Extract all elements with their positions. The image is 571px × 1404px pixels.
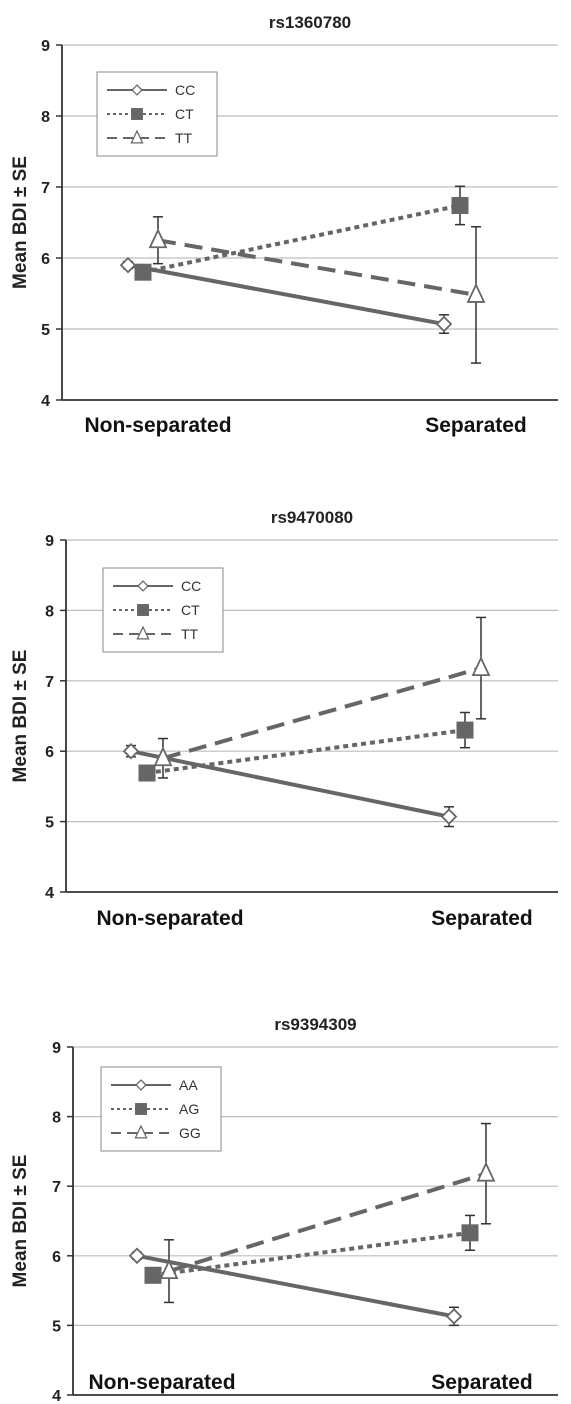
y-tick-label: 9 [52, 1040, 61, 1057]
data-point-cc [119, 256, 137, 274]
legend-marker-ct [131, 108, 143, 120]
y-tick-label: 8 [45, 603, 54, 620]
y-tick-label: 8 [52, 1110, 61, 1127]
chart-rs9394309: 4 5 6 7 8 9 rs9394309 Mean BDI ± SE Non-separate… [10, 1015, 558, 1404]
legend-label-cc: CC [175, 82, 195, 98]
legend-marker-cc [131, 84, 143, 96]
legend-label-ct: CT [181, 602, 200, 618]
data-point-cc [435, 315, 453, 333]
data-point-ct [134, 263, 152, 281]
legend-label-ag: AG [179, 1101, 199, 1117]
data-point-cc [440, 808, 458, 825]
chart-rs1360780: 4 5 6 7 8 9 rs1360780 Mean BDI ± SE Non-separate… [10, 13, 558, 437]
legend-label-cc: CC [181, 578, 201, 594]
data-point-ag [461, 1224, 479, 1242]
data-point-aa [128, 1247, 146, 1265]
data-point-tt [471, 656, 491, 677]
data-point-ct [456, 721, 474, 739]
x-category-label: Non-separated [88, 1371, 235, 1394]
legend-label-ct: CT [175, 106, 194, 122]
x-category-label: Separated [431, 907, 533, 930]
data-point-gg [159, 1258, 179, 1280]
legend-label-aa: AA [179, 1077, 198, 1093]
y-tick-label: 7 [52, 1179, 61, 1196]
y-tick-label: 9 [45, 533, 54, 550]
x-category-label: Non-separated [96, 907, 243, 930]
legend-marker-ct [137, 604, 149, 616]
x-category-label: Separated [431, 1371, 533, 1394]
y-tick-label: 5 [45, 815, 54, 832]
chart-title: rs9394309 [274, 1015, 356, 1034]
y-tick-label: 6 [45, 744, 54, 761]
legend-marker-gg [134, 1124, 148, 1139]
y-tick-label: 7 [45, 674, 54, 691]
x-category-label: Separated [425, 414, 527, 437]
series-line-ct [142, 203, 461, 275]
chart-panel-2: 4 5 6 7 8 9 rs9470080 Mean BDI ± SE Non-separate… [0, 497, 571, 957]
series-line-tt [162, 666, 482, 761]
series-line-aa [136, 1253, 455, 1319]
y-axis-label: Mean BDI ± SE [10, 650, 31, 783]
data-point-tt [466, 282, 486, 303]
legend-marker-tt [130, 129, 144, 144]
y-tick-label: 7 [41, 180, 50, 197]
y-axis-label: Mean BDI ± SE [10, 156, 31, 289]
y-tick-label: 4 [52, 1388, 61, 1404]
y-tick-label: 5 [41, 322, 50, 339]
series-line-gg [168, 1171, 487, 1274]
y-tick-label: 6 [52, 1249, 61, 1266]
legend-label-tt: TT [175, 130, 193, 146]
legend-marker-tt [136, 625, 150, 640]
chart-rs9470080: 4 5 6 7 8 9 rs9470080 Mean BDI ± SE Non-separate… [10, 508, 558, 930]
legend-marker-ag [135, 1103, 147, 1115]
data-point-ag [144, 1266, 162, 1284]
chart-title: rs1360780 [269, 13, 351, 32]
x-category-label: Non-separated [84, 414, 231, 437]
data-point-cc [122, 742, 140, 760]
series-line-cc [127, 263, 445, 326]
series-line-tt [157, 238, 477, 297]
y-axis-label: Mean BDI ± SE [10, 1155, 31, 1288]
data-point-gg [476, 1161, 496, 1182]
chart-title: rs9470080 [271, 508, 353, 527]
legend-label-tt: TT [181, 626, 199, 642]
legend-marker-aa [135, 1079, 147, 1091]
data-point-tt [148, 228, 168, 249]
legend-marker-cc [137, 580, 149, 592]
series-line-cc [130, 749, 450, 819]
data-point-aa [445, 1308, 463, 1325]
y-tick-label: 6 [41, 251, 50, 268]
y-tick-label: 4 [45, 885, 54, 902]
data-point-ct [138, 764, 156, 782]
y-tick-label: 4 [41, 393, 50, 410]
y-tick-label: 8 [41, 109, 50, 126]
data-point-ct [451, 196, 469, 214]
legend-label-gg: GG [179, 1125, 201, 1141]
chart-panel-3: 4 5 6 7 8 9 rs9394309 Mean BDI ± SE Non-separate… [0, 1003, 571, 1404]
data-point-tt [153, 746, 173, 767]
series-line-ag [152, 1230, 471, 1278]
chart-panel-1: 4 5 6 7 8 9 rs1360780 Mean BDI ± SE Non-separate… [0, 0, 571, 460]
y-tick-label: 5 [52, 1318, 61, 1335]
y-tick-label: 9 [41, 38, 50, 55]
